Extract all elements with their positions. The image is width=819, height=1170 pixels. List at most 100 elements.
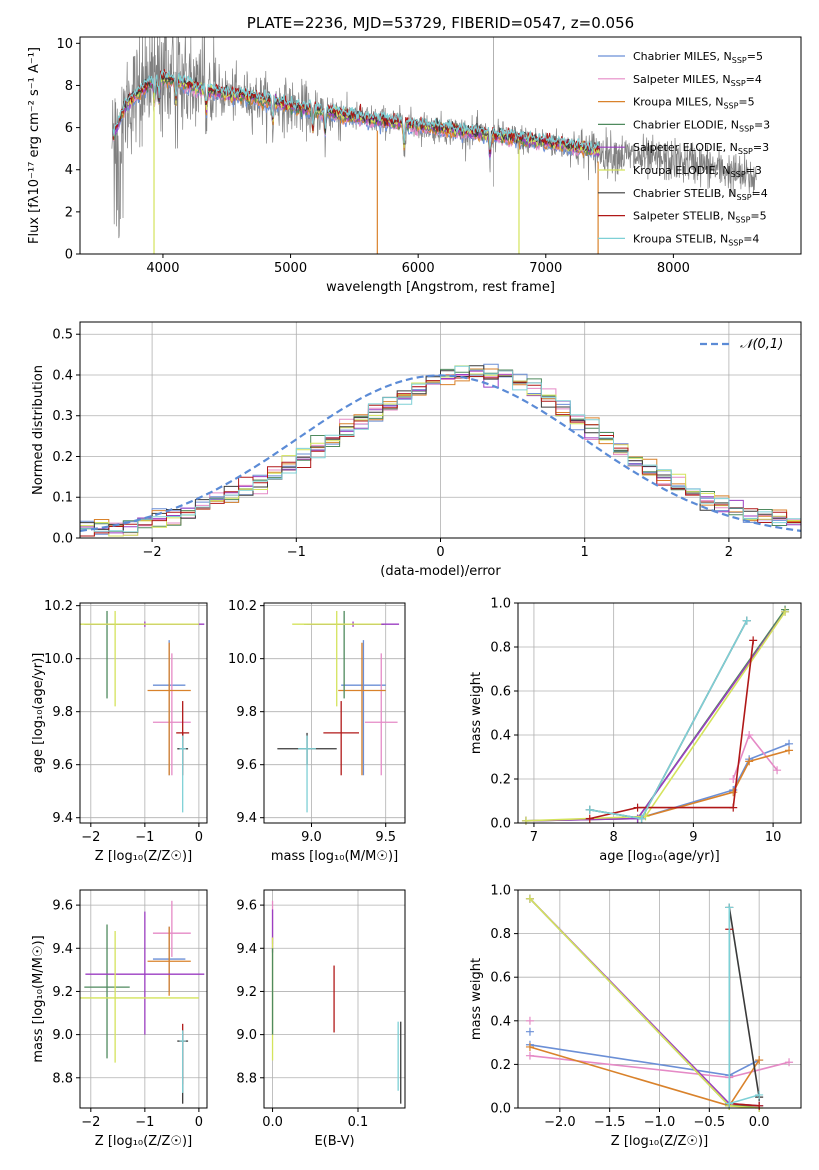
x-tick-label: 10 <box>765 830 782 845</box>
x-axis-label: age [log₁₀(age/yr)] <box>599 849 720 864</box>
mass-weight-marker <box>773 766 782 775</box>
plot-frame <box>79 602 208 824</box>
plot-frame <box>79 36 802 255</box>
y-tick-label: 0.4 <box>490 1014 511 1029</box>
mass-vs-metallicity-panel: −2 −1 0 8.8 9.0 9.2 9.4 9.6 Z [log₁₀(Z/Z☉)] mass … <box>31 889 208 1149</box>
x-axis-label: Z [log₁₀(Z/Z☉)] <box>95 849 192 864</box>
x-tick-label: 0.0 <box>262 1115 283 1130</box>
x-tick-label: −1 <box>135 830 154 845</box>
mass-weight-marker <box>785 1058 794 1067</box>
mass-weight-marker <box>745 731 754 739</box>
mass-weight-marker <box>755 1090 764 1099</box>
y-tick-label: 0.2 <box>490 773 511 788</box>
x-axis-label: Z [log₁₀(Z/Z☉)] <box>95 1134 192 1149</box>
mass-weight-marker <box>742 616 751 625</box>
y-tick-label: 0.6 <box>490 685 511 700</box>
legend-label: 𝒩(0,1) <box>740 337 783 352</box>
x-tick-label: −1.5 <box>594 1115 626 1130</box>
legend-label: Kroupa MILES, NSSP=5 <box>633 96 755 111</box>
plot-frame <box>517 889 802 1109</box>
mass-weight-marker <box>781 607 790 616</box>
legend: Chabrier MILES, NSSP=5 Salpeter MILES, NS… <box>598 50 770 247</box>
y-tick-label: 10 <box>56 37 73 52</box>
plot-frame <box>263 602 406 824</box>
residuals-panel: −2 −1 0 1 2 0.0 0.1 0.2 0.3 0.4 0.5 (data-model)/er… <box>31 321 802 579</box>
plot-frame <box>79 889 208 1109</box>
mass-weight-marker <box>755 1056 764 1065</box>
plot-frame <box>79 321 802 539</box>
x-tick-label: 9.0 <box>301 830 322 845</box>
mass-weight-line <box>637 749 790 820</box>
y-tick-label: 9.2 <box>52 985 73 1000</box>
x-tick-label: 8000 <box>657 261 690 276</box>
y-tick-label: 0.0 <box>490 1102 511 1117</box>
y-tick-label: 9.6 <box>52 758 73 773</box>
plot-frame <box>263 889 406 1109</box>
y-axis-label: Normed distribution <box>31 365 46 495</box>
residual-histogram <box>80 365 801 538</box>
mass-weight-marker <box>521 816 530 825</box>
age-vs-mass-panel: 9.0 9.5 9.4 9.6 9.8 10.0 10.2 mass [log₁₀(M/M☉)… <box>228 599 406 864</box>
spectrum-panel: 4000 5000 6000 7000 8000 0 2 4 6 8 10 wavelength [A… <box>27 14 802 295</box>
y-axis-label: mass weight <box>469 672 484 754</box>
x-tick-label: 0.1 <box>348 1115 369 1130</box>
mass-weight-marker <box>525 1016 534 1025</box>
y-tick-label: 9.6 <box>236 899 257 914</box>
x-tick-label: 7000 <box>529 261 562 276</box>
y-tick-label: 0.5 <box>52 328 73 343</box>
mass-weight-marker <box>585 805 594 814</box>
mass-weight-marker <box>755 1101 764 1110</box>
y-tick-label: 0.2 <box>52 450 73 465</box>
legend-label: Salpeter ELODIE, NSSP=3 <box>633 141 769 156</box>
mass-weight-line <box>525 611 786 822</box>
y-tick-label: 9.2 <box>236 985 257 1000</box>
mass-weight-marker <box>633 803 642 812</box>
y-tick-label: 9.4 <box>52 811 73 826</box>
y-tick-label: 2 <box>65 205 73 220</box>
mass-weight-marker <box>525 1042 534 1051</box>
legend-label: Salpeter MILES, NSSP=4 <box>633 73 762 88</box>
mass-weight-line <box>637 743 790 820</box>
legend-label: Chabrier ELODIE, NSSP=3 <box>633 118 770 133</box>
x-tick-label: −1.0 <box>644 1115 676 1130</box>
mass-weight-marker <box>525 894 534 903</box>
mass-weight-line <box>525 609 786 822</box>
y-axis-label: mass [log₁₀(M/M☉)] <box>31 935 46 1062</box>
y-tick-label: 4 <box>65 163 73 178</box>
mass-vs-extinction-panel: 0.0 0.1 8.8 9.0 9.2 9.4 9.6 E(B-V) <box>236 889 406 1149</box>
x-axis-label: E(B-V) <box>314 1134 354 1149</box>
x-tick-label: 9 <box>689 830 697 845</box>
y-tick-label: 9.8 <box>236 705 257 720</box>
model-spectrum-line <box>112 69 600 153</box>
mass-weight-line <box>728 929 760 1107</box>
y-tick-label: 0.8 <box>490 927 511 942</box>
mass-weight-marker <box>637 814 646 823</box>
y-axis-label: mass weight <box>469 958 484 1040</box>
y-tick-label: 0.3 <box>52 409 73 424</box>
mass-weight-vs-metallicity-panel: −2.0 −1.5 −1.0 −0.5 0.0 0.0 0.2 0.4 0.6 0.8 1.0 Z [… <box>469 884 802 1149</box>
mass-weight-marker <box>749 636 758 645</box>
y-tick-label: 9.4 <box>236 811 257 826</box>
y-tick-label: 9.6 <box>52 899 73 914</box>
y-tick-label: 6 <box>65 121 73 136</box>
y-tick-label: 0.6 <box>490 971 511 986</box>
x-tick-label: 0 <box>436 545 444 560</box>
mass-weight-marker <box>785 746 794 755</box>
y-tick-label: 0.1 <box>52 491 73 506</box>
y-tick-label: 8 <box>65 79 73 94</box>
x-tick-label: 0.0 <box>749 1115 770 1130</box>
x-tick-label: 8 <box>610 830 618 845</box>
y-tick-label: 8.8 <box>52 1071 73 1086</box>
y-tick-label: 9.6 <box>236 758 257 773</box>
x-tick-label: 7 <box>530 830 538 845</box>
y-tick-label: 10.2 <box>228 599 257 614</box>
y-tick-label: 9.0 <box>236 1028 257 1043</box>
x-tick-label: 2 <box>725 545 733 560</box>
chart-title: PLATE=2236, MJD=53729, FIBERID=0547, z=0… <box>247 14 634 32</box>
legend-label: Kroupa STELIB, NSSP=4 <box>633 232 759 247</box>
x-tick-label: 1 <box>581 545 589 560</box>
x-tick-label: 4000 <box>146 261 179 276</box>
y-tick-label: 10.0 <box>44 652 73 667</box>
y-tick-label: 0.8 <box>490 641 511 656</box>
